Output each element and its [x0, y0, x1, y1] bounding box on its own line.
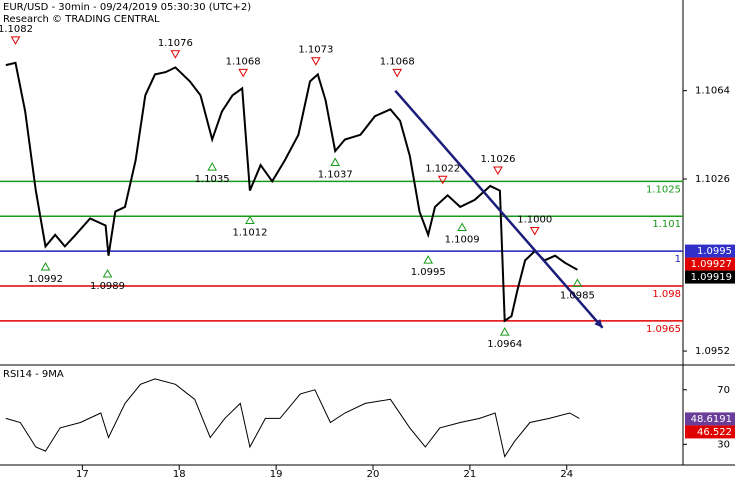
high-marker: [437, 175, 448, 185]
high-label: 1.1068: [226, 56, 261, 67]
y-tick-label: 1.1064: [695, 86, 730, 97]
low-marker: [423, 255, 434, 264]
value-tag-label: 1.0995: [697, 246, 732, 257]
trendline-arrowhead: [594, 319, 603, 328]
high-label: 1.1026: [480, 154, 515, 165]
high-label: 1.1076: [158, 38, 193, 49]
low-label: 1.0989: [90, 281, 125, 292]
level-label: 1.101: [652, 219, 681, 230]
low-marker: [499, 327, 510, 336]
high-marker: [493, 166, 503, 176]
x-tick-label: 21: [463, 469, 476, 480]
low-marker: [40, 262, 51, 271]
level-label: 1.098: [652, 289, 681, 300]
high-marker: [310, 57, 321, 66]
low-marker: [207, 162, 218, 171]
x-tick-label: 19: [270, 469, 283, 480]
level-label: 1.0965: [646, 324, 681, 335]
low-marker: [330, 157, 341, 166]
low-label: 1.1037: [318, 169, 353, 180]
value-tag: [685, 270, 735, 284]
value-tag: [685, 425, 735, 439]
high-label: 1.1073: [298, 45, 333, 56]
x-tick-label: 20: [367, 469, 380, 480]
value-tag: [685, 412, 735, 426]
x-tick-label: 18: [173, 469, 186, 480]
low-label: 1.0992: [28, 274, 63, 285]
high-marker: [10, 36, 21, 45]
value-tag: [685, 244, 735, 258]
low-label: 1.1009: [445, 235, 480, 246]
low-label: 1.0985: [560, 290, 595, 301]
level-label: 1.1025: [646, 184, 681, 195]
high-marker: [392, 68, 403, 78]
low-label: 1.1012: [232, 228, 267, 239]
y-tick-label: 70: [717, 385, 730, 396]
low-marker: [245, 215, 255, 225]
high-label: 1.1000: [517, 214, 552, 225]
y-tick-label: 1.1026: [695, 174, 730, 185]
level-label: 1: [675, 254, 681, 265]
low-label: 1.0964: [487, 339, 522, 350]
chart-subtitle: Research © TRADING CENTRAL: [3, 14, 160, 25]
price-line: [5, 61, 578, 323]
chart-title: EUR/USD - 30min - 09/24/2019 05:30:30 (U…: [3, 2, 251, 13]
value-tag-label: 48.6191: [691, 414, 732, 425]
high-marker: [170, 50, 181, 59]
x-tick-label: 24: [560, 469, 573, 480]
high-label: 1.1022: [425, 163, 460, 174]
low-marker: [572, 278, 583, 287]
high-label: 1.1068: [380, 56, 415, 67]
high-label: 1.1082: [0, 24, 33, 35]
low-label: 1.0995: [411, 267, 446, 278]
price-line: [5, 378, 580, 458]
y-tick-label: 30: [717, 439, 730, 450]
value-tag: [685, 257, 735, 271]
value-tag-label: 1.09919: [691, 272, 732, 283]
high-marker: [529, 226, 540, 236]
value-tag-label: 1.09927: [691, 259, 732, 270]
trendline: [394, 89, 604, 329]
y-tick-label: 1.0952: [695, 346, 730, 357]
low-marker: [102, 269, 113, 278]
rsi-title: RSI14 - 9MA: [3, 369, 64, 380]
high-marker: [238, 68, 249, 78]
low-marker: [457, 222, 467, 232]
low-label: 1.1035: [195, 174, 230, 185]
value-tag-label: 46.522: [697, 427, 732, 438]
x-tick-label: 17: [76, 469, 89, 480]
